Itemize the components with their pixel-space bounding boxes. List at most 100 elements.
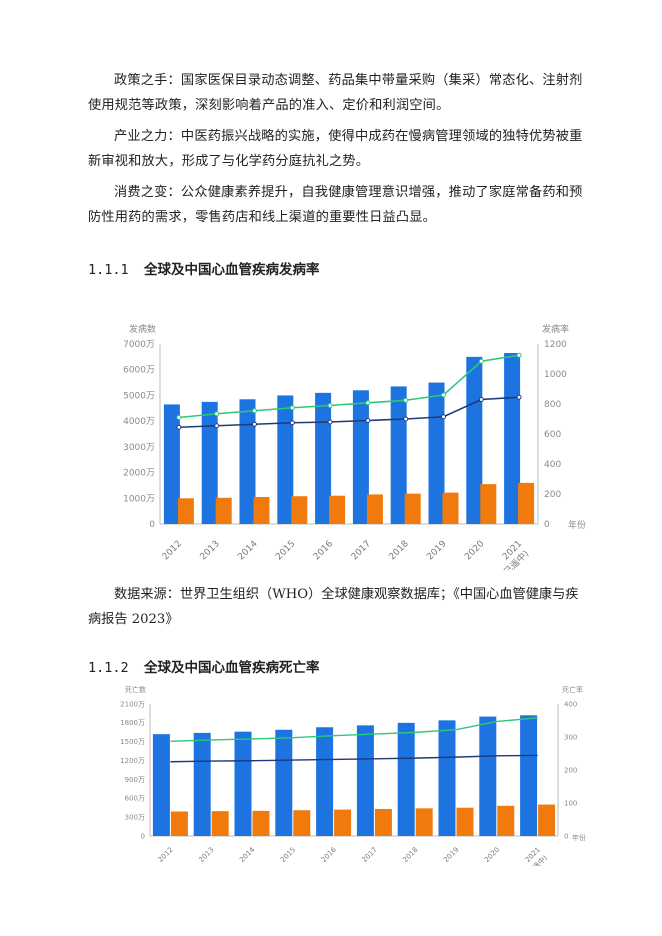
bar-secondary	[177, 498, 194, 524]
bar-primary	[316, 727, 334, 836]
bar-secondary	[518, 482, 535, 524]
bar-secondary	[442, 492, 459, 524]
bar-secondary	[211, 811, 229, 836]
mortality-chart: 死亡数 死亡率 0 300万 600万 900万 1200万 1500万 1800万 2100万 0…	[118, 685, 588, 878]
bar-primary	[520, 715, 538, 836]
left-tick-label: 2100万	[120, 700, 145, 708]
x-axis-suffix: 年份	[568, 519, 586, 531]
category-label: 2016	[320, 845, 339, 864]
bar-primary	[315, 392, 332, 524]
right-tick-label: 0	[544, 520, 550, 530]
line-point	[441, 414, 446, 420]
bar-primary	[438, 720, 456, 836]
x-axis-suffix: 年份	[572, 833, 586, 842]
line-point	[214, 423, 220, 429]
line-series-navy	[178, 396, 520, 429]
bar-primary	[163, 404, 180, 524]
right-tick-label: 300	[564, 733, 577, 741]
incidence-chart-svg: 发病数 发病率 0 1000万 2000万 3000万 4000万 5000万 6000万 700…	[123, 323, 586, 580]
category-label: 2019	[442, 846, 460, 864]
category-label: 2014	[238, 845, 257, 864]
left-tick-label: 3000万	[123, 443, 155, 453]
bar-secondary	[497, 805, 515, 836]
bar-secondary	[404, 493, 421, 524]
bar-secondary	[252, 810, 270, 836]
bar-secondary	[456, 807, 474, 836]
right-tick-label: 400	[544, 460, 561, 470]
category-label: 2013	[197, 846, 215, 864]
left-tick-label: 900万	[125, 776, 145, 784]
section-title: 全球及中国心血管疾病发病率	[144, 262, 320, 278]
left-axis-title: 发病数	[129, 323, 156, 335]
section-number: 1.1.1	[88, 262, 129, 278]
mortality-chart-svg: 死亡数 死亡率 0 300万 600万 900万 1200万 1500万 1800万 2100万 0…	[120, 685, 586, 878]
left-tick-label: 5000万	[123, 391, 155, 401]
left-tick-label: 1200万	[120, 757, 145, 765]
bar-primary	[234, 731, 252, 836]
line-point	[252, 408, 257, 414]
right-tick-label: 400	[564, 700, 577, 708]
category-label: 2017	[361, 846, 379, 864]
bar-secondary	[253, 497, 270, 524]
left-tick-label: 2000万	[123, 469, 155, 479]
bar-secondary	[170, 811, 188, 836]
left-tick-label: 1500万	[120, 738, 145, 746]
category-label: 2020	[483, 846, 501, 864]
bar-primary	[356, 725, 374, 836]
category-label: 2020	[463, 539, 486, 562]
line-series-green	[170, 717, 538, 742]
line-point	[327, 419, 333, 425]
category-label: 2016	[312, 539, 335, 562]
line-point	[516, 352, 522, 358]
category-label: 2015	[279, 846, 297, 864]
line-point	[214, 411, 220, 417]
bar-secondary	[291, 496, 308, 524]
bar-primary	[397, 722, 415, 836]
right-tick-label: 600	[544, 430, 561, 440]
bar-primary	[428, 382, 445, 524]
category-label: 2018	[401, 846, 419, 864]
left-tick-label: 600万	[125, 795, 145, 803]
paragraph-consumption: 消费之变：公众健康素养提升，自我健康管理意识增强，推动了家庭常备药和预防性用药的…	[88, 185, 583, 225]
bar-primary	[193, 732, 211, 836]
left-tick-label: 6000万	[123, 366, 155, 376]
right-tick-label: 1200	[544, 340, 567, 350]
bar-primary	[275, 729, 293, 836]
line-point	[403, 416, 409, 422]
left-tick-label: 300万	[125, 813, 145, 821]
bar-primary	[277, 395, 294, 524]
right-tick-label: 800	[544, 400, 561, 410]
data-source-note: 数据来源：世界卫生组织（WHO）全球健康观察数据库；《中国心血管健康与疾病报告 …	[88, 587, 579, 627]
category-label: 2018	[388, 539, 411, 562]
left-tick-label: 1800万	[120, 719, 145, 727]
bar-secondary	[366, 494, 383, 524]
bar-secondary	[415, 808, 433, 836]
bar-primary	[504, 353, 521, 524]
line-point	[403, 397, 409, 403]
category-label: 2012	[157, 846, 175, 864]
bar-primary	[201, 401, 218, 524]
line-point	[252, 421, 257, 427]
bar-primary	[352, 390, 369, 524]
line-point	[365, 418, 371, 423]
section-title: 全球及中国心血管疾病死亡率	[144, 660, 320, 676]
category-label: 2014	[236, 539, 259, 562]
section-number: 1.1.2	[88, 660, 129, 676]
left-axis-title: 死亡数	[125, 686, 146, 694]
line-point	[516, 394, 522, 400]
bar-secondary	[374, 808, 392, 836]
line-series-navy	[170, 754, 538, 763]
bar-secondary	[329, 495, 346, 524]
category-label: 2013	[199, 539, 222, 562]
right-tick-label: 1000	[544, 370, 567, 380]
bar-primary	[239, 399, 256, 524]
bar-secondary	[293, 810, 311, 836]
incidence-chart: 发病数 发病率 0 1000万 2000万 3000万 4000万 5000万 6000万 700…	[88, 312, 608, 580]
right-tick-label: 0	[564, 832, 568, 840]
section-heading-incidence: 1.1.1 全球及中国心血管疾病发病率	[88, 258, 320, 278]
right-axis-title: 发病率	[542, 323, 569, 335]
line-point	[478, 397, 484, 402]
line-point	[441, 392, 446, 398]
left-tick-label: 1000万	[123, 494, 155, 504]
right-axis-title: 死亡率	[562, 686, 583, 694]
